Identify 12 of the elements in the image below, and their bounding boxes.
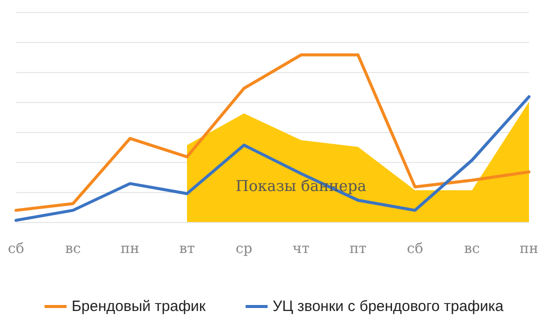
x-tick-label: пт (349, 241, 367, 257)
x-tick-label: пн (120, 241, 140, 257)
x-tick-label: сб (406, 241, 424, 257)
x-tick-label: вс (65, 241, 82, 257)
legend-label: УЦ звонки с брендового трафика (272, 298, 504, 315)
x-tick-label: сб (8, 241, 24, 257)
x-tick-label: пн (520, 241, 538, 257)
x-tick-label: вт (179, 241, 196, 257)
legend-label: Брендовый трафик (72, 298, 206, 315)
x-tick-label: ср (236, 241, 252, 257)
x-tick-label: вс (464, 241, 480, 257)
x-tick-label: чт (292, 241, 310, 257)
